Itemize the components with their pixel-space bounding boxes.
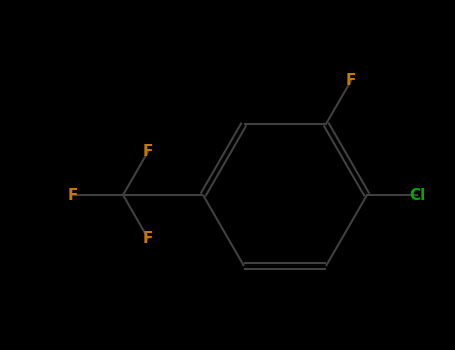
Text: F: F	[68, 188, 78, 203]
Text: Cl: Cl	[409, 188, 425, 203]
Text: F: F	[346, 73, 356, 88]
Text: F: F	[143, 231, 153, 246]
Text: F: F	[143, 144, 153, 159]
